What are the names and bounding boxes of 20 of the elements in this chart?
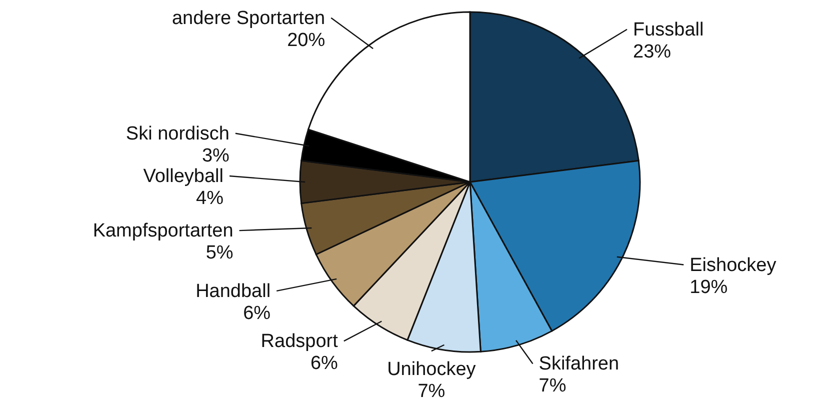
data-label: 6% — [243, 302, 271, 324]
data-label: 5% — [206, 242, 234, 264]
slice-label: Volleyball — [143, 166, 224, 187]
data-label: 3% — [202, 145, 230, 166]
slice-label: Radsport — [260, 331, 339, 352]
data-label: 23% — [633, 41, 672, 62]
slice-label: Skifahren — [538, 354, 620, 375]
slice-label: Unihockey — [387, 359, 476, 380]
data-label: 7% — [418, 381, 446, 402]
slice-label: Ski nordisch — [126, 123, 230, 144]
data-label: 19% — [690, 276, 728, 298]
data-label: 7% — [538, 376, 566, 397]
slice-label: Handball — [196, 280, 271, 302]
slice-label: andere Sportarten — [172, 8, 326, 29]
slice-label: Eishockey — [690, 254, 777, 276]
data-label: 20% — [287, 30, 326, 51]
data-label: 6% — [310, 353, 338, 374]
data-label: 4% — [196, 188, 224, 209]
slice-label: Kampfsportarten — [92, 220, 234, 242]
slice-label: Fussball — [633, 19, 704, 40]
